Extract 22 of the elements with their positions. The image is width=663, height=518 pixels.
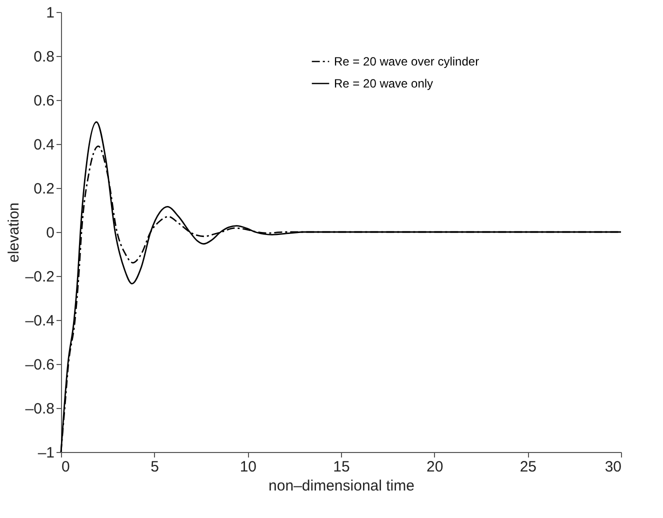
x-tick-label: 0 [62, 458, 70, 476]
x-tick-label: 20 [426, 458, 444, 476]
y-tick-label: 0.8 [34, 48, 54, 66]
x-axis-title: non–dimensional time [268, 478, 414, 494]
legend-label: Re = 20 wave over cylinder [334, 54, 480, 68]
y-tick-label: –0.6 [25, 356, 54, 374]
legend-label: Re = 20 wave only [334, 76, 434, 90]
y-tick-label: –0.2 [25, 268, 54, 286]
x-tick-label: 30 [604, 458, 622, 476]
x-tick-label: 10 [240, 458, 257, 476]
y-tick-label: –0.8 [25, 400, 54, 418]
x-tick-label: 25 [520, 458, 537, 476]
y-axis-title: elevation [5, 202, 22, 263]
y-tick-label: 0.4 [34, 136, 54, 154]
y-tick-label: –1 [38, 444, 54, 462]
x-tick-label: 5 [150, 458, 160, 476]
y-tick-label: 0.6 [34, 92, 54, 110]
y-tick-label: 0 [46, 224, 54, 242]
y-tick-label: –0.4 [25, 312, 54, 330]
y-tick-label: 0.2 [34, 180, 54, 198]
y-tick-label: 1 [46, 4, 54, 22]
x-tick-label: 15 [333, 458, 350, 476]
